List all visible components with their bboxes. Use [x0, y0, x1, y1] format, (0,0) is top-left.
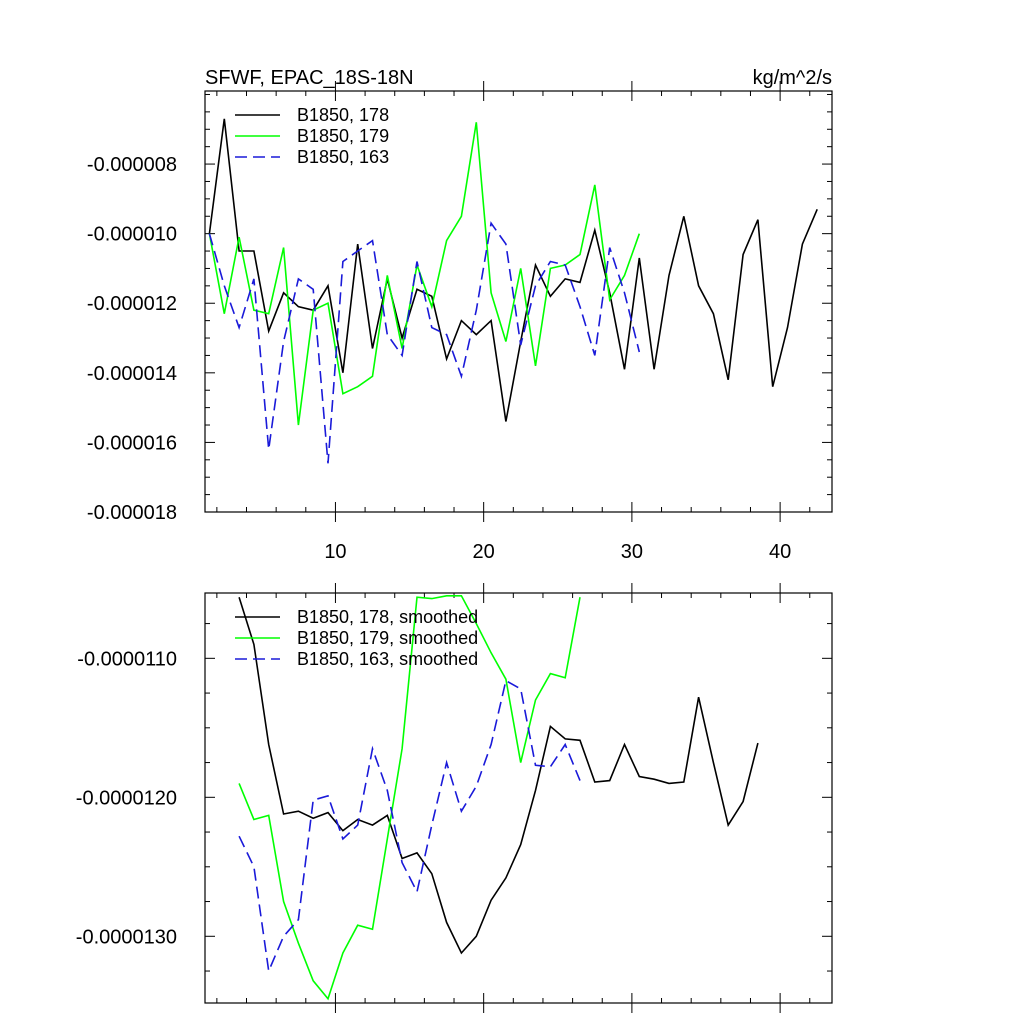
x-tick-label: 40	[769, 541, 791, 563]
y-tick-label: -0.000014	[87, 363, 177, 385]
top-panel: SFWF, EPAC_18S-18N kg/m^2/s 10 20 30 40 -0.0…	[87, 67, 833, 563]
x-tick-label: 30	[621, 541, 643, 563]
units-label: kg/m^2/s	[753, 67, 832, 89]
series-line-2	[208, 221, 641, 464]
legend-label: B1850, 178, smoothed	[297, 607, 478, 627]
series-line-1	[208, 122, 641, 426]
y-tick-label: -0.000012	[87, 293, 177, 315]
series-line-2	[238, 679, 581, 974]
chart-title: SFWF, EPAC_18S-18N	[205, 67, 414, 89]
series-line-0	[208, 118, 818, 422]
y-tick-label: -0.0000130	[76, 926, 177, 948]
legend-label: B1850, 163	[297, 147, 389, 167]
x-tick-label: 10	[324, 541, 346, 563]
bottom-panel: -0.0000130 -0.0000120 -0.0000110 B1850, 17…	[76, 583, 833, 1013]
y-tick-label: -0.000010	[87, 224, 177, 246]
y-tick-label: -0.000018	[87, 502, 177, 524]
y-tick-label: -0.000008	[87, 154, 177, 176]
top-plot-area: 10 20 30 40 -0.000018 -0.000016 -0.000014 -0.00…	[87, 81, 833, 563]
y-tick-label: -0.0000120	[76, 787, 177, 809]
legend-label: B1850, 178	[297, 105, 389, 125]
y-tick-label: -0.0000110	[77, 648, 177, 670]
legend-label: B1850, 163, smoothed	[297, 649, 478, 669]
x-tick-label: 20	[473, 541, 495, 563]
series-line-1	[238, 594, 581, 1001]
plot-frame	[204, 592, 833, 1004]
y-tick-label: -0.000016	[87, 432, 177, 454]
legend-label: B1850, 179	[297, 126, 389, 146]
bottom-plot-area: -0.0000130 -0.0000120 -0.0000110	[76, 583, 833, 1013]
legend-label: B1850, 179, smoothed	[297, 628, 478, 648]
plot-frame	[204, 90, 833, 513]
series-line-0	[238, 596, 759, 955]
